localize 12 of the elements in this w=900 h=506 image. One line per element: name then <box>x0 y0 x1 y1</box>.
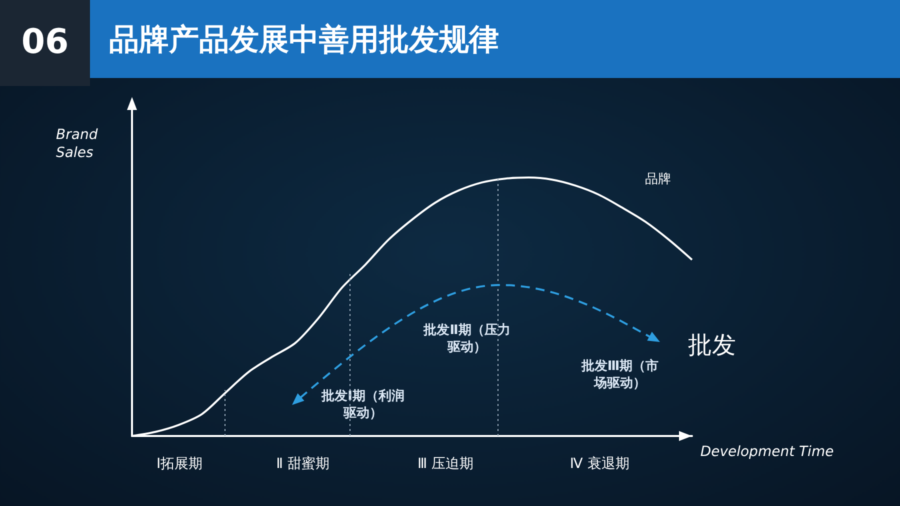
text: 品牌 <box>645 172 671 188</box>
chart-title: 品牌产品发展中善用批发规律 <box>109 22 499 58</box>
x-axis-title: Development Time <box>700 444 834 460</box>
y-axis-title: Brand Sales <box>56 127 102 161</box>
text: Ⅱ 甜蜜期 <box>276 456 330 472</box>
text: Ⅲ 压迫期 <box>418 456 474 472</box>
text: Ⅳ 衰退期 <box>570 456 630 472</box>
annotation: 批发 <box>688 331 736 359</box>
annotation: 批发Ⅱ期（压力驱动） <box>422 323 510 355</box>
text: 06 <box>21 22 69 62</box>
annotation: 批发Ⅲ期（市场驱动） <box>580 358 659 391</box>
text: Ⅰ拓展期 <box>156 456 203 472</box>
